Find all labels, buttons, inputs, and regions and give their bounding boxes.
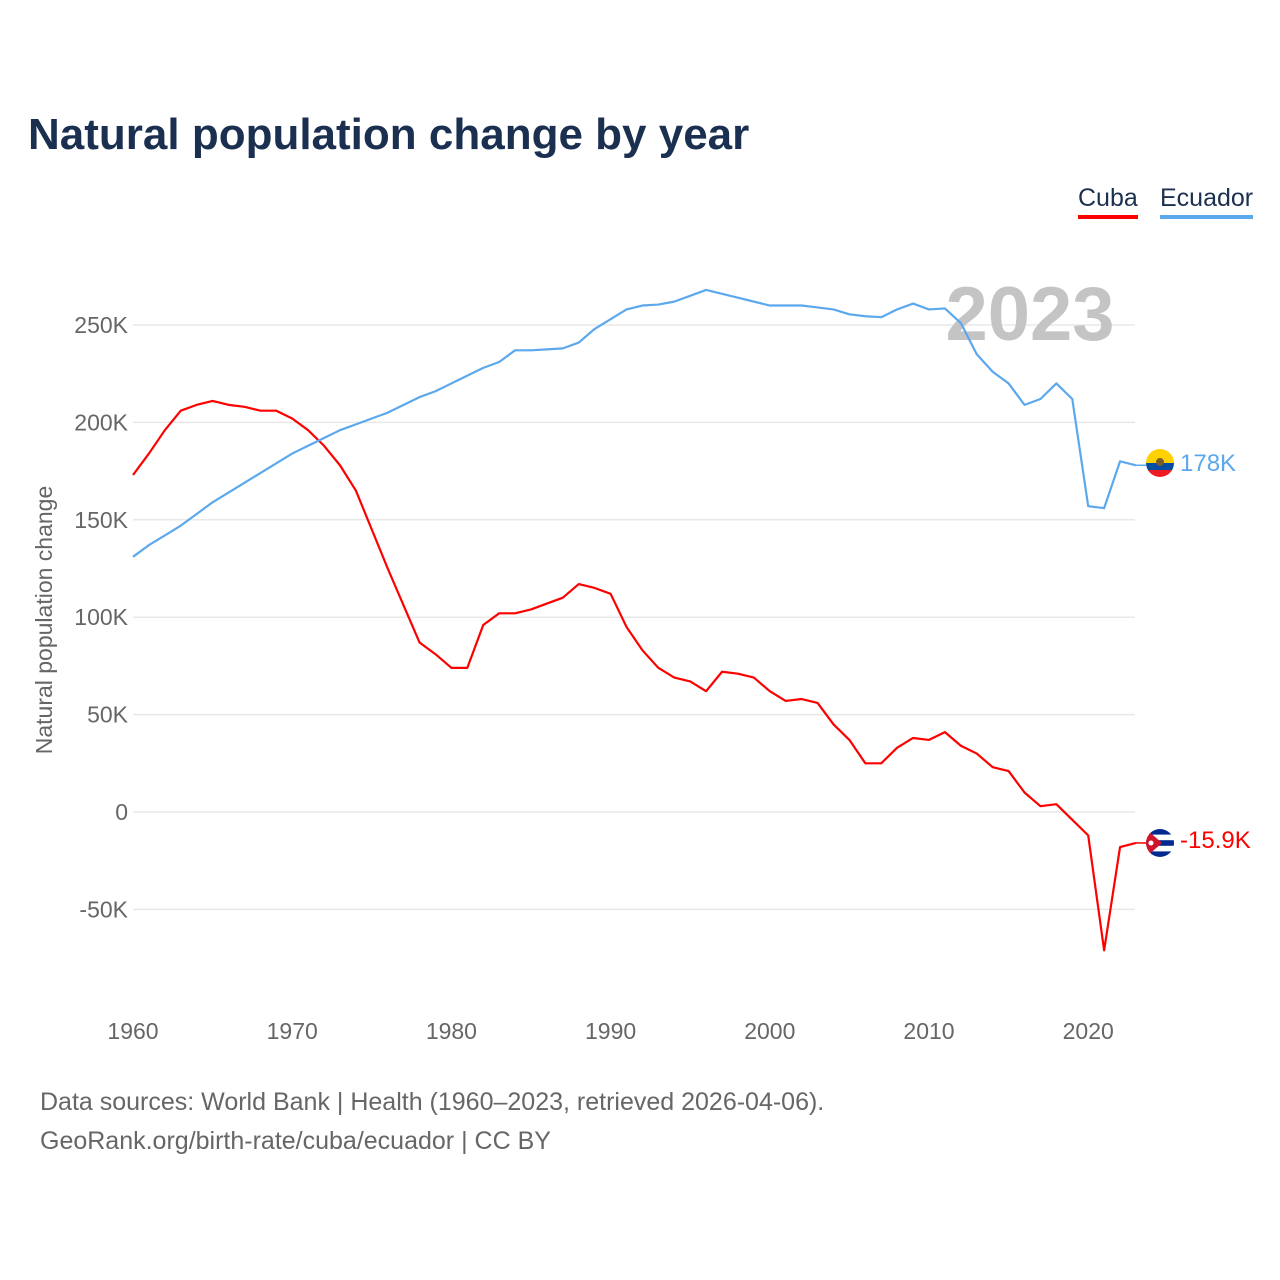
x-tick-label: 2010 [903,1018,954,1044]
ecuador-flag-icon [1146,449,1174,477]
legend-ecuador[interactable]: Ecuador [1160,184,1254,219]
x-tick-label: 1970 [267,1018,318,1044]
cuba-end-label: -15.9K [1180,827,1251,854]
ecuador-end-label: 178K [1180,450,1236,477]
cuba-flag-icon [1146,829,1174,857]
x-tick-label: 2020 [1063,1018,1114,1044]
x-tick-label: 1990 [585,1018,636,1044]
y-tick-label: 0 [115,799,128,825]
x-tick-label: 1980 [426,1018,477,1044]
series-line-cuba[interactable] [132,399,1137,952]
y-tick-label: 50K [87,702,129,728]
footer-link[interactable]: GeoRank.org/birth-rate/cuba/ecuador | CC… [40,1127,551,1155]
y-tick-label: 100K [74,604,128,630]
y-tick-label: 250K [74,312,128,338]
y-tick-label: 200K [74,409,128,435]
series-line-ecuador[interactable] [132,288,1137,558]
y-axis-label: Natural population change [31,486,57,755]
footer-sources: Data sources: World Bank | Health (1960–… [40,1088,825,1116]
x-tick-label: 1960 [107,1018,158,1044]
legend-cuba[interactable]: Cuba [1078,184,1138,219]
y-tick-label: -50K [79,896,128,922]
x-tick-label: 2000 [744,1018,795,1044]
y-tick-label: 150K [74,507,128,533]
year-watermark: 2023 [945,272,1114,357]
chart-title: Natural population change by year [28,110,750,159]
